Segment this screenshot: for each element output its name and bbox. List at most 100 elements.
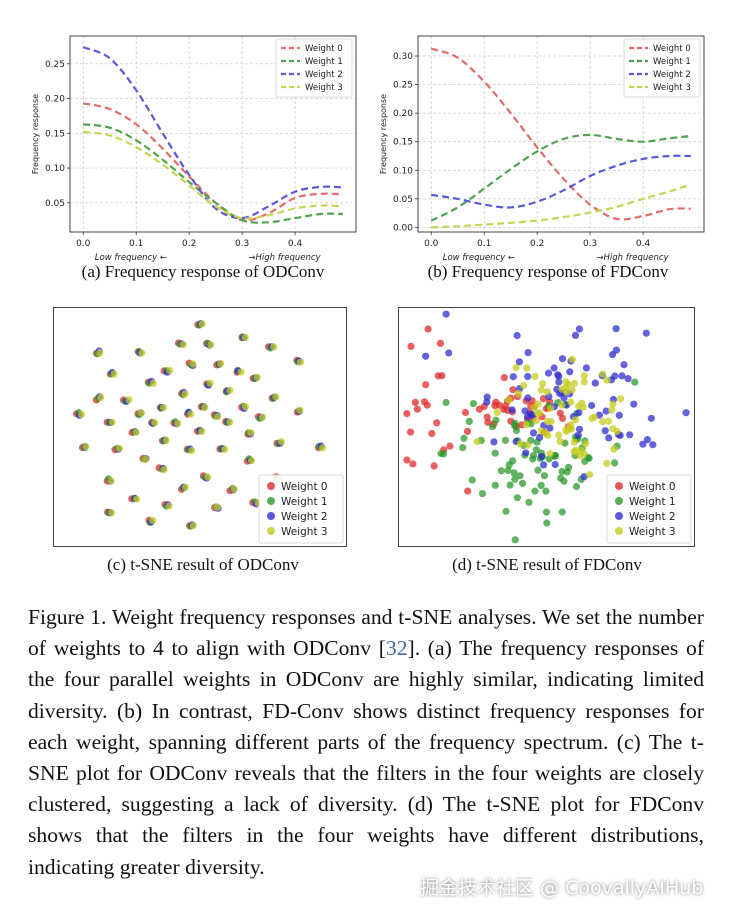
scatter-point: [490, 438, 498, 446]
scatter-point: [115, 444, 123, 452]
x-tick-label: 0.3: [235, 239, 249, 249]
scatter-point: [546, 424, 554, 432]
scatter-point: [406, 428, 415, 436]
scatter-point: [149, 516, 157, 525]
scatter-point: [531, 372, 539, 380]
scatter-point: [107, 477, 115, 485]
caption-d: (d) t-SNE result of FDConv: [452, 555, 642, 574]
scatter-point: [501, 436, 510, 444]
scatter-point: [270, 343, 278, 351]
scatter-point: [611, 459, 619, 467]
scatter-point: [174, 419, 182, 427]
scatter-point: [162, 436, 170, 444]
scatter-point: [556, 437, 564, 446]
scatter-point: [615, 411, 623, 419]
scatter-point: [133, 495, 141, 503]
scatter-point: [82, 442, 90, 451]
scatter-point: [580, 473, 588, 481]
y-axis-label: Frequency response: [31, 94, 40, 174]
scatter-point: [424, 325, 432, 333]
scatter-point: [511, 536, 519, 544]
y-tick-label: 0.15: [45, 129, 65, 139]
plot-frame: [417, 35, 705, 233]
legend-label: Weight 2: [305, 70, 343, 80]
legend-label: Weight 2: [281, 511, 328, 523]
scatter-point: [181, 483, 189, 491]
series-line-3: [431, 183, 692, 229]
scatter-point: [602, 407, 610, 415]
scatter-point: [198, 320, 206, 328]
line-chart-odconv: 0.0 0.1 0.2 0.3 0.4 0.05 0.10 0.15 0.20 0.25 Frequ…: [31, 35, 357, 263]
scatter-point: [605, 434, 613, 442]
caption-text-part2: ]. (a) The frequency responses of the fo…: [28, 636, 705, 879]
scatter-point: [189, 360, 197, 368]
scatter-point: [433, 419, 441, 427]
scatter-point: [508, 406, 516, 414]
scatter-point: [631, 378, 639, 386]
y-axis-label: Frequency response: [379, 94, 388, 174]
x-tick-label: 0.0: [424, 239, 439, 249]
scatter-point: [198, 427, 206, 435]
scatter-point: [464, 487, 472, 495]
scatter-point: [560, 394, 568, 402]
scatter-point: [166, 366, 174, 374]
scatter-point: [407, 342, 415, 350]
legend-box: [606, 474, 692, 544]
scatter-point: [591, 379, 599, 387]
scatter-point: [521, 407, 529, 415]
scatter-point: [422, 352, 430, 360]
scatter-point: [151, 419, 159, 427]
scatter-point: [241, 403, 250, 411]
scatter-point: [523, 364, 531, 372]
legend-label: Weight 1: [653, 57, 691, 67]
scatter-point: [575, 425, 584, 433]
legend-box: [258, 474, 344, 544]
scatter-point: [601, 427, 609, 435]
scatter-point: [442, 398, 450, 407]
scatter-point: [531, 487, 539, 495]
citation-link[interactable]: 32: [385, 636, 408, 661]
scatter-point: [524, 349, 532, 357]
legend-label: Weight 3: [281, 526, 328, 538]
scatter-point: [107, 509, 115, 517]
y-tick-label: 0.05: [45, 199, 65, 209]
scatter-point: [618, 372, 626, 380]
scatter-point: [558, 401, 566, 409]
scatter-point: [605, 417, 613, 425]
scatter-point: [603, 459, 611, 467]
scatter-point: [272, 393, 280, 401]
scatter-point: [537, 481, 545, 489]
scatter-point: [207, 341, 215, 349]
scatter-point: [540, 461, 548, 469]
x-tick-label: 0.2: [182, 239, 196, 249]
scatter-point: [611, 372, 619, 380]
scatter-point: [617, 395, 625, 403]
scatter-point: [543, 417, 551, 425]
scatter-point: [504, 466, 512, 475]
legend-swatch: [615, 482, 623, 490]
scatter-point: [570, 379, 578, 387]
scatter-point: [545, 455, 553, 463]
scatter-point: [580, 450, 588, 458]
scatter-point: [626, 431, 634, 439]
scatter-point: [492, 416, 500, 424]
scatter-point: [189, 522, 197, 530]
scatter-point: [506, 481, 514, 489]
scatter-point: [555, 431, 563, 439]
scatter-point: [643, 436, 651, 444]
scatter-point: [562, 378, 570, 386]
scatter-point: [413, 405, 421, 413]
scatter-point: [160, 466, 168, 474]
scatter-point: [149, 379, 157, 387]
scatter-point: [511, 419, 519, 427]
scatter-point: [608, 406, 616, 414]
scatter-chart-odconv: Weight 0 Weight 1 Weight 2 Weight 3: [53, 307, 347, 547]
scatter-point: [581, 440, 590, 448]
figure-label: Figure 1.: [28, 605, 107, 629]
scatter-point: [532, 417, 540, 425]
scatter-point: [539, 395, 547, 403]
scatter-point: [580, 372, 588, 380]
scatter-point: [488, 423, 497, 431]
scatter-point: [491, 402, 499, 410]
scatter-point: [588, 401, 596, 410]
